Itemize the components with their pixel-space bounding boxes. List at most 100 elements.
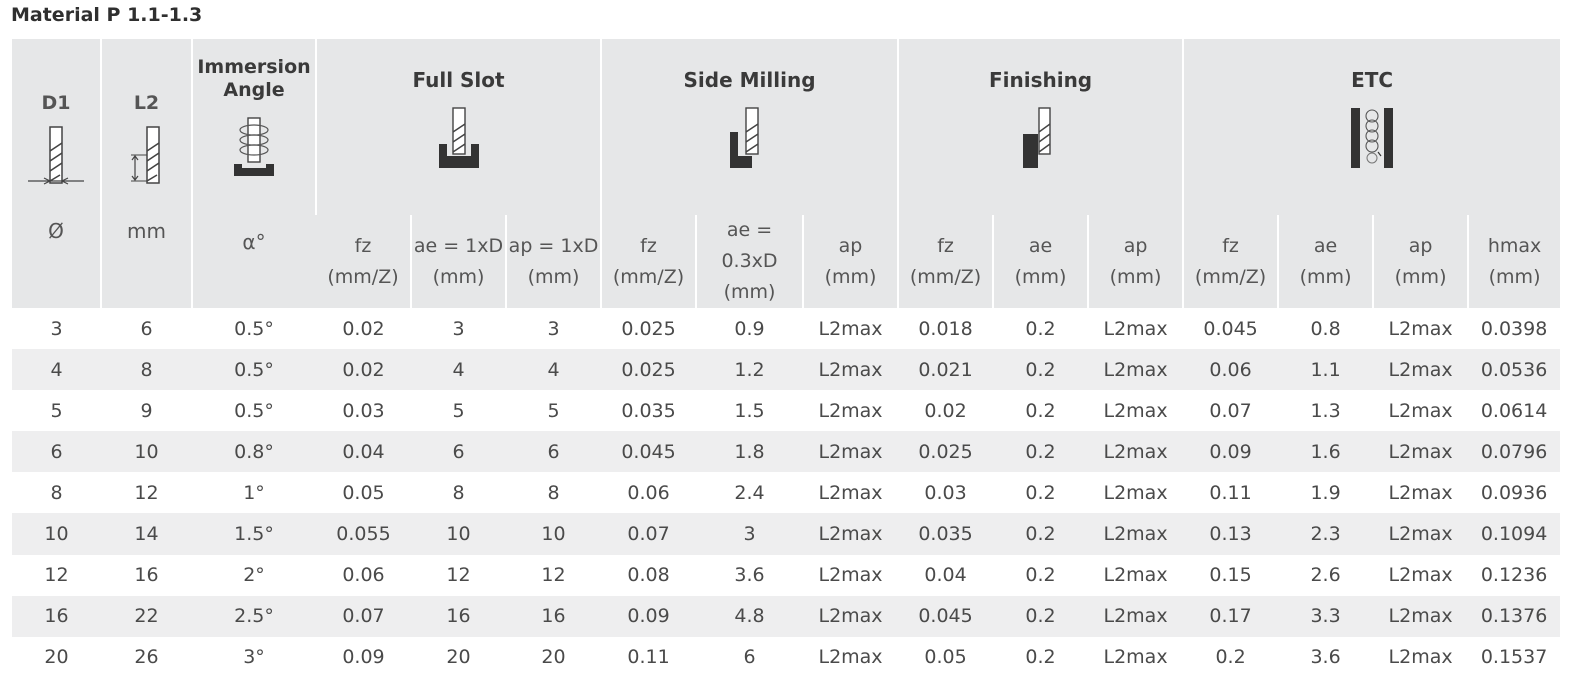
table-cell: 12 xyxy=(134,481,159,504)
table-cell: 8 xyxy=(452,481,465,504)
table-cell: 0.1376 xyxy=(1468,595,1561,637)
table-cell: 10 xyxy=(411,513,506,555)
full-slot-ap-header: ap = 1xD (mm) xyxy=(504,215,602,308)
table-cell: L2max xyxy=(818,646,883,669)
table-cell: 0.045 xyxy=(1203,317,1258,340)
table-cell: 0.055 xyxy=(316,513,411,555)
table-cell: 5 xyxy=(547,399,560,422)
table-cell: 0.03 xyxy=(342,399,385,422)
table-cell: 0.04 xyxy=(316,431,411,473)
table-cell: L2max xyxy=(1088,595,1184,637)
table-cell: 1.6 xyxy=(1278,431,1374,473)
table-cell: 0.025 xyxy=(898,431,994,473)
table-cell: 0.2 xyxy=(1025,399,1056,422)
table-cell: 16 xyxy=(12,595,101,637)
etc-ap-header: ap (mm) xyxy=(1372,215,1469,308)
table-cell: L2max xyxy=(1103,399,1168,422)
table-cell: 3.6 xyxy=(1310,646,1341,669)
table-body: 3 6 0.5° 0.02 3 3 0.025 0.9 L2max 0.018 0.2 L2max 0.… xyxy=(12,308,1561,678)
finishing-header: Finishing xyxy=(897,39,1184,215)
d1-unit: Ø xyxy=(48,219,64,243)
l2-label: L2 xyxy=(133,92,160,114)
table-cell: L2max xyxy=(1388,399,1453,422)
immersion-header: Immersion Angle α° xyxy=(191,39,316,308)
table-cell: L2max xyxy=(1388,317,1453,340)
etc-label: ETC xyxy=(1351,68,1394,92)
table-cell: L2max xyxy=(803,513,899,555)
full-slot-icon xyxy=(438,107,479,168)
table-cell: 1.1 xyxy=(1278,349,1374,391)
table-cell: 1.5 xyxy=(734,399,765,422)
table-cell: 1.8 xyxy=(696,431,804,473)
table-cell: 22 xyxy=(101,595,192,637)
table-cell: 0.04 xyxy=(924,564,967,587)
table-cell: 5 xyxy=(50,399,63,422)
table-cell: L2max xyxy=(1373,595,1469,637)
table-cell: 0.8 xyxy=(1310,317,1341,340)
immersion-label: Immersion Angle xyxy=(197,56,311,101)
finishing-fz-header: fz (mm/Z) xyxy=(897,215,994,308)
table-cell: 2.5° xyxy=(192,595,316,637)
table-cell: 5 xyxy=(452,399,465,422)
table-cell: 4 xyxy=(411,349,506,391)
side-milling-ap-header: ap (mm) xyxy=(802,215,899,308)
table-cell: 2.3 xyxy=(1278,513,1374,555)
table-cell: 4 xyxy=(506,349,602,391)
table-cell: 0.07 xyxy=(601,513,697,555)
etc-fz-header: fz (mm/Z) xyxy=(1182,215,1279,308)
table-cell: L2max xyxy=(1373,349,1469,391)
table-cell: 6 xyxy=(140,317,153,340)
finishing-ae-header: ae (mm) xyxy=(992,215,1089,308)
table-cell: 0.06 xyxy=(342,564,385,587)
table-cell: 1.2 xyxy=(696,349,804,391)
table-row: 20 26 3° 0.09 20 20 0.11 6 L2max 0.05 0.2 L2max 0.2 3… xyxy=(12,637,1560,678)
table-cell: 2.4 xyxy=(734,481,765,504)
helical-etc-icon xyxy=(1351,108,1394,168)
table-cell: L2max xyxy=(1373,513,1469,555)
table-cell: 8 xyxy=(50,481,63,504)
table-cell: 0.09 xyxy=(601,595,697,637)
table-cell: 6 xyxy=(743,646,756,669)
table-cell: L2max xyxy=(1103,317,1168,340)
table-cell: 0.2 xyxy=(1025,317,1056,340)
etc-header: ETC xyxy=(1182,39,1561,215)
table-cell: 0.2 xyxy=(993,431,1089,473)
table-cell: 0.2 xyxy=(1025,481,1056,504)
table-cell: 0.2 xyxy=(993,595,1089,637)
table-row: 6 10 0.8° 0.04 6 6 0.045 1.8 L2max 0.025 0.2 L2max 0… xyxy=(12,431,1561,473)
table-cell: 0.0536 xyxy=(1468,349,1561,391)
table-cell: 10 xyxy=(101,431,192,473)
table-row: 8 12 1° 0.05 8 8 0.06 2.4 L2max 0.03 0.2 L2max 0.11 1… xyxy=(12,472,1560,513)
table-cell: 1.3 xyxy=(1310,399,1341,422)
table-row: 3 6 0.5° 0.02 3 3 0.025 0.9 L2max 0.018 0.2 L2max 0.… xyxy=(12,308,1560,349)
side-milling-icon xyxy=(729,107,759,168)
table-cell: L2max xyxy=(1088,431,1184,473)
table-cell: 0.0398 xyxy=(1480,317,1548,340)
finishing-ap-header: ap (mm) xyxy=(1087,215,1184,308)
table-title: Material P 1.1-1.3 xyxy=(11,4,203,26)
table-cell: L2max xyxy=(1103,646,1168,669)
table-cell: 10 xyxy=(506,513,602,555)
table-cell: 0.02 xyxy=(316,349,411,391)
table-cell: 0.025 xyxy=(601,349,697,391)
table-cell: 0.2 xyxy=(1025,564,1056,587)
table-row: 12 16 2° 0.06 12 12 0.08 3.6 L2max 0.04 0.2 L2max 0.… xyxy=(12,555,1560,596)
side-milling-header: Side Milling xyxy=(600,39,899,215)
table-cell: 0.02 xyxy=(924,399,967,422)
table-cell: 12 xyxy=(44,564,69,587)
finishing-icon xyxy=(1022,107,1051,168)
full-slot-label: Full Slot xyxy=(412,68,505,92)
side-milling-label: Side Milling xyxy=(683,68,816,92)
table-cell: 0.06 xyxy=(1183,349,1279,391)
table-cell: L2max xyxy=(803,431,899,473)
table-cell: 20 xyxy=(541,646,566,669)
immersion-unit: α° xyxy=(242,230,266,254)
table-cell: 3 xyxy=(50,317,63,340)
table-cell: 3° xyxy=(243,646,265,669)
table-cell: 0.0614 xyxy=(1480,399,1548,422)
table-cell: 0.06 xyxy=(627,481,670,504)
table-cell: 0.0936 xyxy=(1480,481,1548,504)
table-cell: 0.2 xyxy=(1025,646,1056,669)
table-cell: 0.8° xyxy=(192,431,316,473)
table-cell: L2max xyxy=(1388,646,1453,669)
